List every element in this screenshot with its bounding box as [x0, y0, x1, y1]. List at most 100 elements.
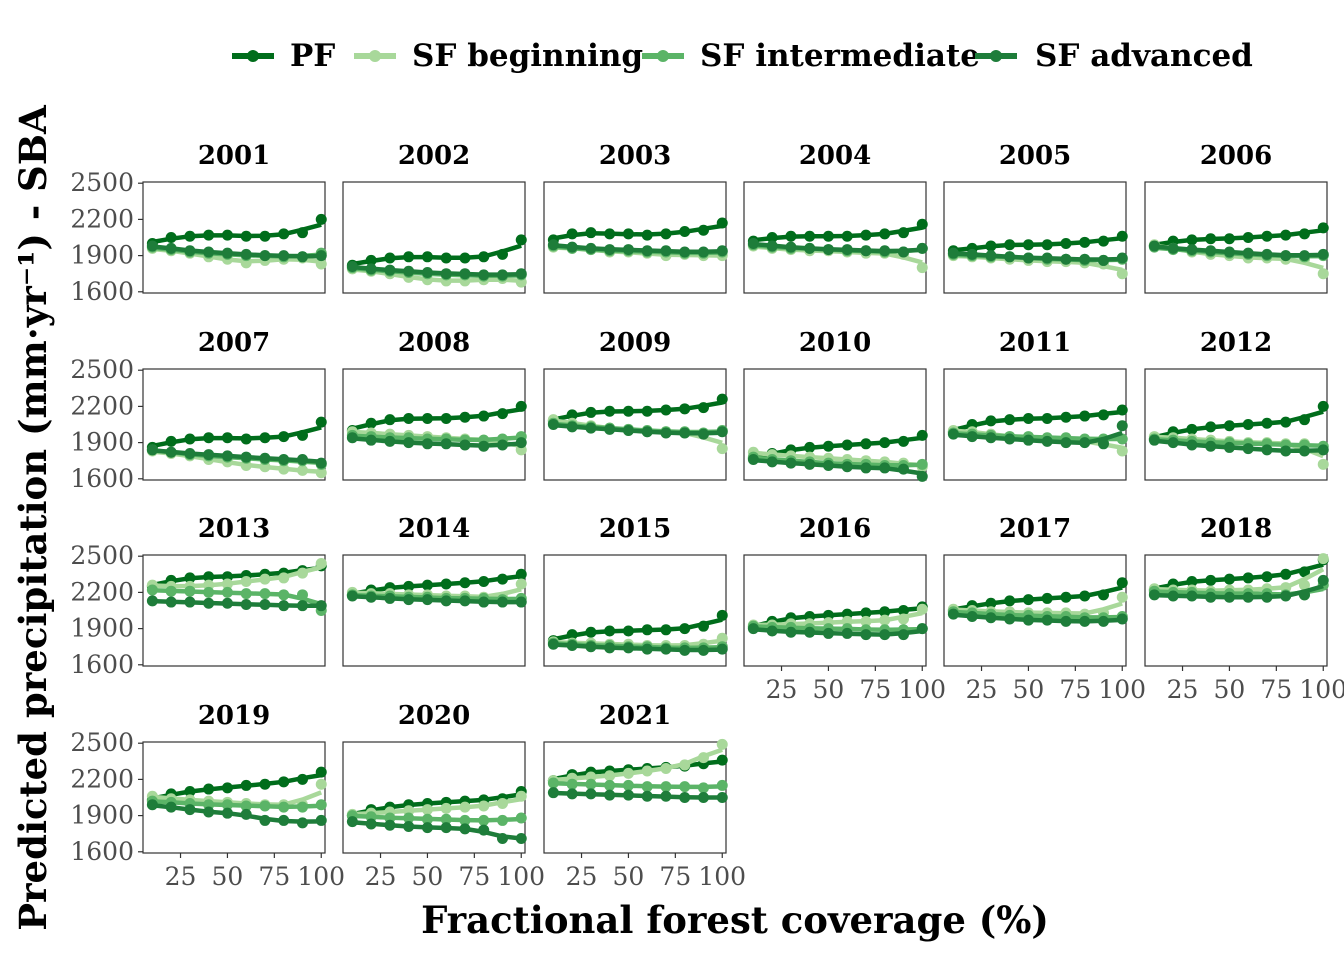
data-point-sf-advanced [459, 268, 471, 280]
fit-line-sf-intermediate [953, 609, 1123, 620]
data-point-sf-advanced [766, 625, 778, 637]
legend-key-dot-sf-intermediate [657, 50, 669, 62]
y-tick-label: 2200 [70, 391, 134, 420]
fit-line-sf-advanced [953, 251, 1123, 262]
data-point-sf-advanced [747, 453, 759, 465]
data-point-pf [459, 252, 471, 264]
data-point-sf-advanced [496, 833, 508, 845]
panel-title: 2006 [1200, 141, 1272, 171]
data-point-sf-advanced [1167, 437, 1179, 449]
legend-item-sf-beginning[interactable]: SF beginning [354, 38, 643, 74]
data-point-sf-advanced [296, 600, 308, 612]
data-point-sf-advanced [1298, 250, 1310, 262]
data-point-pf [1116, 404, 1128, 416]
data-point-sf-beginning [860, 615, 872, 627]
series-sf-advanced [747, 453, 928, 482]
fit-line-sf-advanced [553, 790, 723, 800]
fit-line-sf-intermediate [1154, 437, 1324, 448]
data-point-pf [566, 409, 578, 421]
data-point-sf-advanced [841, 461, 853, 473]
data-point-sf-advanced [278, 814, 290, 826]
x-tick-label: 50 [412, 862, 444, 891]
data-point-sf-intermediate [184, 585, 196, 597]
fit-line-sf-beginning [152, 790, 323, 807]
data-point-pf [622, 625, 634, 637]
data-point-pf [1242, 572, 1254, 584]
fit-line-sf-intermediate [753, 624, 923, 633]
data-point-sf-advanced [1041, 614, 1053, 626]
data-point-sf-beginning [1317, 458, 1329, 470]
data-point-sf-intermediate [585, 778, 597, 790]
data-point-sf-advanced [1205, 245, 1217, 257]
data-point-sf-advanced [1317, 574, 1329, 586]
data-point-sf-advanced [240, 248, 252, 260]
panel-2003: 2003 [543, 141, 728, 294]
data-point-sf-beginning [278, 572, 290, 584]
data-point-pf [1004, 414, 1016, 426]
panel-title: 2017 [999, 514, 1071, 544]
data-point-sf-advanced [384, 435, 396, 447]
data-point-sf-intermediate [221, 799, 233, 811]
data-point-pf [697, 224, 709, 236]
data-point-sf-advanced [296, 251, 308, 263]
x-tick-label: 25 [365, 862, 397, 891]
data-point-pf [897, 227, 909, 239]
panel-2008: 2008 [342, 328, 527, 481]
data-point-sf-intermediate [641, 781, 653, 793]
data-point-sf-advanced [1004, 433, 1016, 445]
x-tick-label: 100 [1299, 675, 1344, 704]
data-point-pf [679, 403, 691, 415]
panel-2015: 2015 [543, 514, 728, 667]
panel-title: 2005 [999, 141, 1071, 171]
data-point-pf [1079, 236, 1091, 248]
data-point-sf-beginning [1116, 591, 1128, 603]
data-point-sf-intermediate [697, 782, 709, 794]
legend-item-sf-intermediate[interactable]: SF intermediate [642, 38, 980, 74]
data-point-pf [804, 441, 816, 453]
data-point-sf-advanced [785, 626, 797, 638]
panel-title: 2009 [599, 328, 671, 358]
data-point-sf-intermediate [203, 586, 215, 598]
data-point-sf-advanced [860, 629, 872, 641]
data-point-sf-intermediate [421, 813, 433, 825]
fit-line-pf [352, 573, 522, 596]
x-tick-label: 100 [497, 862, 545, 891]
data-point-sf-beginning [296, 567, 308, 579]
series-pf [346, 400, 527, 437]
data-point-sf-advanced [315, 250, 327, 262]
panel-frame [943, 181, 1127, 294]
data-point-pf [165, 435, 177, 447]
data-point-pf [1022, 412, 1034, 424]
panel-title: 2003 [599, 141, 671, 171]
data-point-sf-advanced [1317, 444, 1329, 456]
panel-title: 2020 [398, 701, 470, 731]
data-point-pf [916, 429, 928, 441]
data-point-sf-advanced [440, 438, 452, 450]
legend-item-sf-advanced[interactable]: SF advanced [975, 38, 1253, 74]
data-point-sf-beginning [916, 262, 928, 274]
data-point-sf-advanced [1041, 435, 1053, 447]
data-point-sf-beginning [278, 463, 290, 475]
data-point-sf-advanced [203, 597, 215, 609]
data-point-sf-advanced [966, 431, 978, 443]
data-point-sf-advanced [421, 594, 433, 606]
x-tick-label: 25 [1167, 675, 1199, 704]
panel-title: 2010 [799, 328, 871, 358]
data-point-sf-advanced [804, 242, 816, 254]
data-point-sf-advanced [1097, 615, 1109, 627]
data-point-pf [604, 625, 616, 637]
data-point-sf-advanced [585, 641, 597, 653]
legend-item-pf[interactable]: PF [232, 38, 335, 74]
data-point-sf-advanced [315, 814, 327, 826]
data-point-pf [716, 609, 728, 621]
data-point-sf-advanced [259, 250, 271, 262]
panel-2011: 2011 [943, 328, 1128, 481]
fit-line-sf-beginning [753, 610, 923, 628]
legend-key-dot-sf-advanced [990, 50, 1002, 62]
panel-title: 2013 [198, 514, 270, 544]
data-point-sf-beginning [660, 763, 672, 775]
data-point-sf-advanced [1079, 437, 1091, 449]
panel-2018: 2018 25 50 75 100 [1144, 514, 1344, 704]
data-point-sf-beginning [641, 765, 653, 777]
fit-line-sf-beginning [1154, 567, 1325, 593]
